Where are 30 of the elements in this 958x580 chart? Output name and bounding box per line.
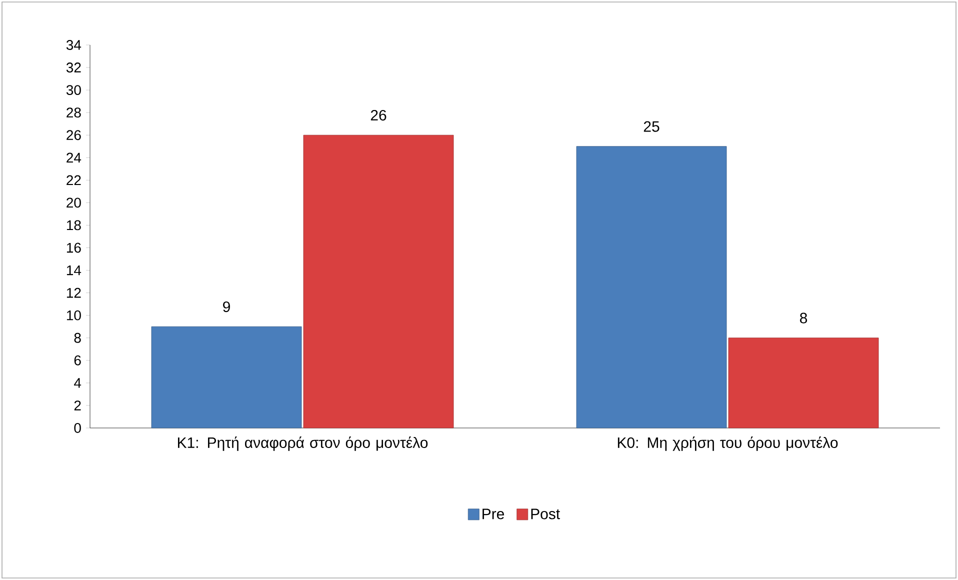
y-tick-label: 30 <box>66 85 81 96</box>
y-tick-label: 12 <box>66 288 81 298</box>
y-tick-label: 14 <box>66 265 82 276</box>
x-tick-label: K0: Μη χρήση του όρου μοντέλο <box>618 436 838 451</box>
data-label: 25 <box>644 121 660 132</box>
y-tick-label: 0 <box>74 423 81 433</box>
x-tick-label: K1: Ρητή αναφορά στον όρο μοντέλο <box>178 436 428 451</box>
y-tick-label: 16 <box>66 242 81 253</box>
y-tick-label: 32 <box>66 62 81 72</box>
legend-label: Post <box>531 508 560 520</box>
y-tick-label: 28 <box>66 108 81 118</box>
bar <box>303 134 454 428</box>
data-label: 8 <box>800 312 808 324</box>
bar <box>151 326 302 428</box>
y-tick-label: 8 <box>74 332 81 343</box>
data-label: 9 <box>223 301 230 312</box>
y-tick-label: 4 <box>74 378 82 388</box>
y-tick-label: 24 <box>66 152 82 163</box>
y-tick-label: 6 <box>74 355 81 366</box>
y-tick-label: 2 <box>74 400 81 410</box>
y-tick-label: 10 <box>66 310 81 320</box>
bar <box>576 146 727 428</box>
data-label: 26 <box>370 110 386 121</box>
y-tick-label: 22 <box>66 175 81 186</box>
y-tick-label: 26 <box>66 130 81 140</box>
y-tick-label: 18 <box>66 220 81 230</box>
legend-label: Pre <box>482 508 504 520</box>
bar <box>728 338 879 428</box>
y-tick-label: 34 <box>66 40 82 50</box>
y-tick-label: 20 <box>66 198 81 208</box>
